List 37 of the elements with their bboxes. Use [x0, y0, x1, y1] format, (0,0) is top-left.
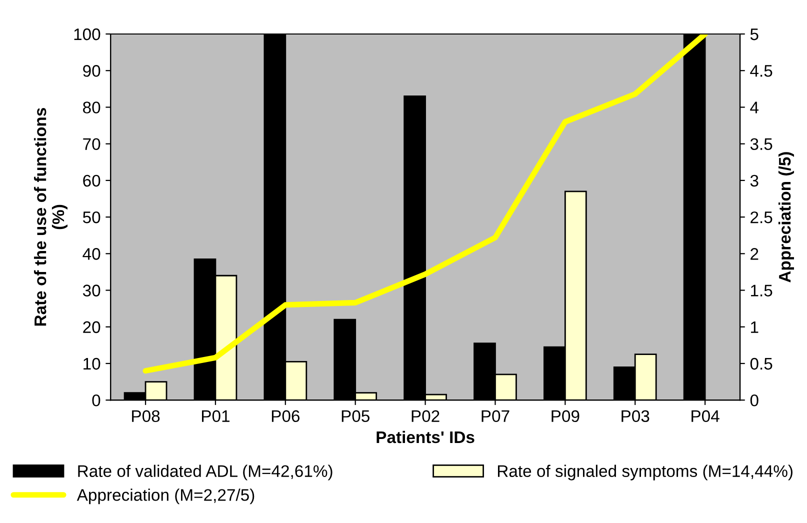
x-tick-label: P05 [342, 410, 370, 422]
x-tick-label: P08 [132, 410, 160, 422]
y2-tick-label: 0 [750, 394, 758, 406]
y2-axis-title: Appreciation (/5) [778, 152, 794, 282]
y2-tick-label: 1.5 [751, 284, 772, 296]
y2-tick-label: 4.5 [750, 65, 772, 77]
y-tick-label: 20 [83, 321, 100, 334]
y2-tick-label: 2.5 [750, 211, 772, 224]
y2-tick-label: 5 [750, 28, 758, 40]
y-tick-label: 10 [84, 358, 100, 370]
y-axis-title: Rate of the use of functions (%) [34, 108, 68, 326]
y-tick-label: 100 [74, 28, 100, 40]
y-tick-label: 90 [83, 65, 100, 77]
y2-tick-label: 3 [750, 174, 758, 187]
y2-tick-label: 3.5 [750, 138, 772, 150]
legend-label: Appreciation (M=2,27/5) [76, 488, 254, 504]
y-tick-label: 80 [83, 102, 100, 114]
y-tick-label: 30 [82, 284, 100, 296]
x-tick-label: P02 [412, 410, 440, 422]
y-tick-label: 60 [83, 174, 100, 187]
y2-tick-label: 0.5 [750, 358, 772, 370]
y-tick-label: 0 [92, 394, 100, 406]
y2-tick-label: 4 [750, 102, 759, 114]
y-tick-label: 40 [82, 248, 100, 260]
y-tick-label: 50 [82, 211, 100, 224]
x-tick-label: P04 [692, 410, 720, 422]
x-tick-label: P09 [552, 410, 580, 422]
legend-label: Rate of validated ADL (M=42,61%) [78, 464, 332, 480]
legend-label: Rate of signaled symptoms (M=14,44%) [498, 464, 792, 480]
x-axis-title: Patients' IDs [376, 430, 474, 444]
y2-tick-label: 2 [750, 248, 758, 260]
x-tick-label: P03 [622, 410, 650, 422]
y2-tick-label: 1 [751, 321, 758, 333]
x-tick-label: P06 [272, 410, 300, 422]
x-tick-label: P01 [202, 410, 230, 422]
x-tick-label: P07 [482, 410, 510, 422]
y-tick-label: 70 [83, 138, 100, 150]
